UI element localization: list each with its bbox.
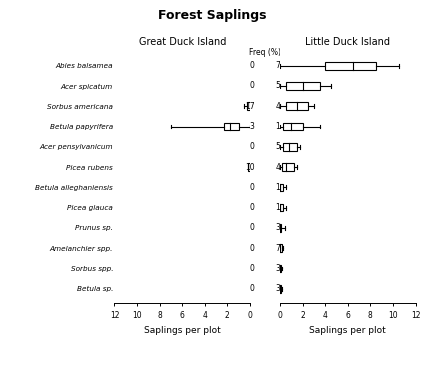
Text: 0: 0 xyxy=(250,203,254,212)
Bar xyxy=(248,163,250,171)
Text: 0: 0 xyxy=(250,264,254,273)
Text: 0: 0 xyxy=(250,223,254,233)
Text: 17: 17 xyxy=(276,203,285,212)
X-axis label: Saplings per plot: Saplings per plot xyxy=(144,326,220,335)
Text: 3: 3 xyxy=(276,284,280,293)
Text: 0: 0 xyxy=(250,142,254,151)
Bar xyxy=(283,123,303,130)
Text: Freq (%): Freq (%) xyxy=(249,49,281,57)
Text: 52: 52 xyxy=(276,81,285,91)
Text: 0: 0 xyxy=(250,61,254,70)
Text: 0: 0 xyxy=(250,244,254,253)
Bar xyxy=(283,143,297,151)
Text: 0: 0 xyxy=(250,81,254,91)
Bar xyxy=(280,224,281,232)
Text: 41: 41 xyxy=(276,162,285,172)
Bar xyxy=(280,244,282,252)
Title: Little Duck Island: Little Duck Island xyxy=(305,36,390,47)
Bar xyxy=(282,163,293,171)
Bar xyxy=(224,123,239,130)
Text: 0: 0 xyxy=(250,183,254,192)
Text: 17: 17 xyxy=(245,102,254,111)
Text: 52: 52 xyxy=(276,142,285,151)
Bar xyxy=(247,103,250,110)
Text: 3: 3 xyxy=(276,264,280,273)
Text: 10: 10 xyxy=(245,162,254,172)
Title: Great Duck Island: Great Duck Island xyxy=(139,36,226,47)
Text: 3: 3 xyxy=(276,223,280,233)
Text: Forest Saplings: Forest Saplings xyxy=(158,9,266,22)
Bar xyxy=(286,82,320,90)
Text: 3: 3 xyxy=(250,122,254,131)
Bar xyxy=(280,204,283,211)
Text: 79: 79 xyxy=(276,61,285,70)
Text: 10: 10 xyxy=(276,183,285,192)
Text: 17: 17 xyxy=(276,122,285,131)
Bar xyxy=(280,184,283,191)
Bar xyxy=(280,265,281,272)
Text: 7: 7 xyxy=(276,244,280,253)
Text: 0: 0 xyxy=(250,284,254,293)
X-axis label: Saplings per plot: Saplings per plot xyxy=(310,326,386,335)
Bar xyxy=(280,285,281,293)
Bar xyxy=(286,103,308,110)
Bar xyxy=(325,62,376,70)
Text: 45: 45 xyxy=(276,102,285,111)
